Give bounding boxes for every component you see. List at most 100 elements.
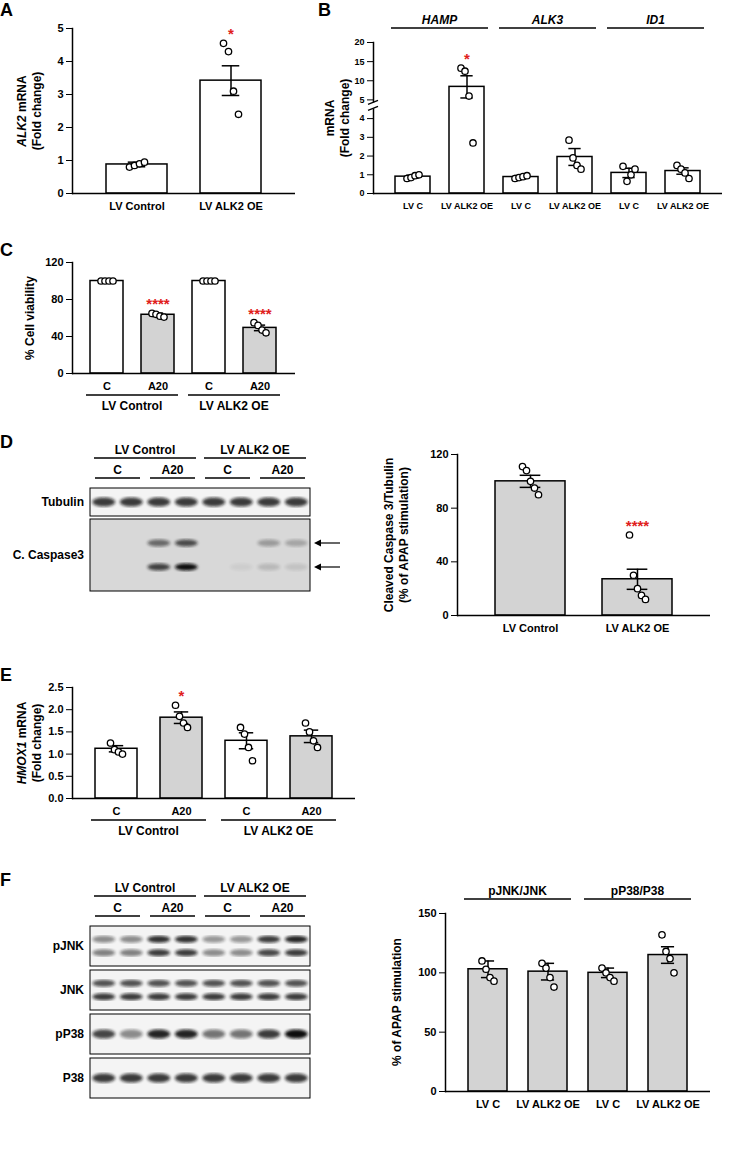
svg-text:ALK3: ALK3 [531,13,564,27]
html-text:(% of APAP stimulation): (% of APAP stimulation) [397,466,411,603]
svg-text:LV ALK2 OE: LV ALK2 OE [199,399,268,413]
svg-text:0.0: 0.0 [48,792,63,804]
svg-text:*: * [464,50,470,67]
svg-text:pJNK/JNK: pJNK/JNK [488,884,547,898]
svg-text:2: 2 [57,121,63,133]
svg-text:120: 120 [430,448,448,460]
svg-text:LV C: LV C [403,201,423,211]
svg-text:1.5: 1.5 [48,725,63,737]
svg-text:50: 50 [424,1026,436,1038]
svg-text:0.5: 0.5 [48,770,63,782]
svg-text:80: 80 [436,502,448,514]
html-text:mRNA: mRNA [323,99,337,136]
svg-text:A20: A20 [301,805,321,817]
svg-text:LV ALK2 OE: LV ALK2 OE [549,201,601,211]
svg-text:0: 0 [57,367,63,379]
svg-text:3: 3 [57,88,63,100]
svg-text:4: 4 [359,113,364,123]
svg-text:C: C [113,901,122,915]
svg-text:****: **** [248,305,272,322]
svg-text:C: C [223,901,232,915]
html-text:(Fold change): (Fold change) [338,78,352,157]
svg-text:A20: A20 [250,380,270,392]
svg-text:2.5: 2.5 [48,681,63,693]
svg-text:C: C [113,463,122,477]
svg-text:pP38/P38: pP38/P38 [611,884,665,898]
svg-text:C: C [223,463,232,477]
svg-text:LV ALK2 OE: LV ALK2 OE [220,881,289,895]
html-text:mRNA: mRNA [15,701,29,742]
svg-text:A20: A20 [161,463,183,477]
svg-text:C: C [103,380,111,392]
svg-text:LV ALK2 OE: LV ALK2 OE [441,201,493,211]
svg-text:HAMP: HAMP [422,13,458,27]
svg-text:LV Control: LV Control [102,399,162,413]
svg-text:1.0: 1.0 [48,748,63,760]
svg-text:P38: P38 [63,1071,85,1085]
svg-text:*: * [179,687,185,704]
svg-text:150: 150 [418,907,436,919]
svg-text:LV ALK2 OE: LV ALK2 OE [244,824,313,838]
svg-text:1: 1 [57,154,63,166]
svg-text:40: 40 [51,330,63,342]
svg-text:Tubulin: Tubulin [42,495,84,509]
svg-text:A20: A20 [161,901,183,915]
svg-text:JNK: JNK [60,983,84,997]
svg-text:0: 0 [359,188,364,198]
svg-text:15: 15 [354,57,364,67]
svg-text:C: C [113,805,121,817]
html-text:% of APAP stimulation: % of APAP stimulation [389,938,404,1066]
html-text:(Fold change): (Fold change) [30,71,44,150]
svg-text:1: 1 [359,170,364,180]
svg-text:LV ALK2 OE: LV ALK2 OE [657,201,709,211]
svg-text:2: 2 [359,151,364,161]
html-text:(Fold change): (Fold change) [30,703,44,782]
svg-text:C. Caspase3: C. Caspase3 [13,548,85,562]
svg-text:LV ALK2 OE: LV ALK2 OE [606,622,670,634]
svg-text:5: 5 [359,95,364,105]
svg-text:LV C: LV C [596,1098,620,1110]
svg-text:LV C: LV C [476,1098,500,1110]
svg-text:****: **** [626,517,650,534]
svg-text:LV ALK2 OE: LV ALK2 OE [199,200,263,212]
svg-text:pJNK: pJNK [53,939,85,953]
svg-text:A20: A20 [271,463,293,477]
svg-text:A20: A20 [148,380,168,392]
svg-text:100: 100 [418,966,436,978]
svg-text:LV C: LV C [619,201,639,211]
svg-text:2.0: 2.0 [48,703,63,715]
svg-text:3: 3 [359,132,364,142]
svg-text:pP38: pP38 [55,1027,84,1041]
svg-text:LV ALK2 OE: LV ALK2 OE [516,1098,580,1110]
svg-text:0: 0 [442,609,448,621]
html-text:% Cell viability: % Cell viability [22,275,37,360]
svg-text:120: 120 [45,256,63,268]
svg-text:A20: A20 [271,901,293,915]
svg-text:LV ALK2 OE: LV ALK2 OE [220,443,289,457]
svg-text:C: C [205,380,213,392]
html-text:ALK2: ALK2 [15,114,29,147]
svg-text:0: 0 [430,1085,436,1097]
svg-text:LV C: LV C [511,201,531,211]
svg-text:C: C [243,805,251,817]
svg-text:LV Control: LV Control [109,200,164,212]
svg-text:0: 0 [57,187,63,199]
html-text:Cleaved Caspase 3/Tubulin: Cleaved Caspase 3/Tubulin [382,457,396,612]
svg-text:ID1: ID1 [646,13,665,27]
svg-text:4: 4 [57,55,64,67]
svg-text:LV Control: LV Control [503,622,558,634]
svg-text:LV Control: LV Control [118,824,178,838]
svg-text:10: 10 [354,76,364,86]
svg-text:LV Control: LV Control [115,881,175,895]
svg-text:40: 40 [436,555,448,567]
svg-text:LV Control: LV Control [115,443,175,457]
svg-text:5: 5 [57,22,63,34]
svg-text:A20: A20 [171,805,191,817]
html-text:HMOX1: HMOX1 [15,741,29,784]
svg-text:20: 20 [354,37,364,47]
svg-text:****: **** [146,295,170,312]
svg-text:80: 80 [51,293,63,305]
svg-text:LV ALK2 OE: LV ALK2 OE [636,1098,700,1110]
svg-text:*: * [228,25,234,42]
html-text:mRNA: mRNA [15,74,29,115]
